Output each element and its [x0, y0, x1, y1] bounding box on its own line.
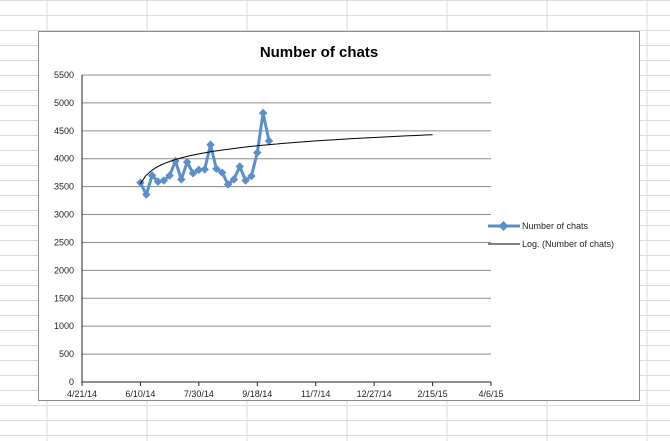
data-point-marker — [194, 165, 204, 175]
x-tick-label: 7/30/14 — [184, 389, 214, 399]
y-tick-label: 500 — [59, 349, 74, 359]
data-point-marker — [264, 136, 274, 146]
x-tick-label: 4/6/15 — [478, 389, 503, 399]
data-point-marker — [188, 168, 198, 178]
data-point-marker — [142, 190, 151, 199]
y-tick-label: 2000 — [54, 265, 74, 275]
data-point-marker — [217, 168, 227, 177]
legend-label: Log. (Number of chats) — [522, 239, 615, 249]
legend-swatch-line-marker — [488, 221, 520, 231]
y-tick-label: 5000 — [54, 98, 74, 108]
data-point-marker — [253, 148, 262, 157]
y-tick-label: 1000 — [54, 321, 74, 331]
y-tick-label: 3500 — [54, 182, 74, 192]
y-tick-label: 3000 — [54, 210, 74, 220]
y-tick-label: 0 — [69, 377, 74, 387]
y-tick-label: 4500 — [54, 126, 74, 136]
y-tick-label: 5500 — [54, 70, 74, 80]
x-tick-label: 11/7/14 — [301, 389, 330, 399]
x-tick-label: 4/21/14 — [67, 389, 97, 399]
data-point-marker — [223, 180, 233, 189]
x-tick-label: 12/27/14 — [357, 389, 392, 399]
chart-title: Number of chats — [259, 44, 379, 61]
data-point-marker — [153, 177, 163, 186]
data-point-marker — [165, 171, 174, 180]
data-point-marker — [235, 162, 244, 171]
data-point-marker — [247, 171, 256, 181]
data-point-marker — [229, 175, 239, 184]
x-tick-label: 6/10/14 — [125, 389, 155, 399]
x-tick-label: 2/15/15 — [418, 389, 448, 399]
data-point-marker — [212, 164, 221, 174]
chart-area[interactable]: Number of chats 0 500 1000 1500 2000 2500 3000… — [38, 31, 640, 401]
data-point-marker — [258, 108, 268, 118]
legend-label: Number of chats — [522, 221, 589, 231]
plot-area: 0 500 1000 1500 2000 2500 3000 3500 4000 4500 5000… — [54, 70, 504, 399]
legend-swatch-line — [488, 243, 520, 245]
y-tick-label: 2500 — [54, 237, 74, 247]
data-point-marker — [159, 176, 169, 185]
trendline-log — [139, 134, 433, 185]
legend-entry-trendline: Log. (Number of chats) — [488, 239, 615, 249]
data-point-marker — [200, 165, 209, 174]
y-tick-label: 4000 — [54, 154, 74, 164]
legend-entry-number-of-chats: Number of chats — [488, 221, 589, 231]
x-tick-label: 9/18/14 — [242, 389, 272, 399]
data-point-marker — [206, 140, 215, 150]
y-tick-label: 1500 — [54, 293, 74, 303]
data-point-marker — [182, 157, 192, 167]
data-point-marker — [241, 176, 250, 185]
data-point-marker — [177, 175, 186, 184]
data-point-marker — [147, 171, 157, 180]
